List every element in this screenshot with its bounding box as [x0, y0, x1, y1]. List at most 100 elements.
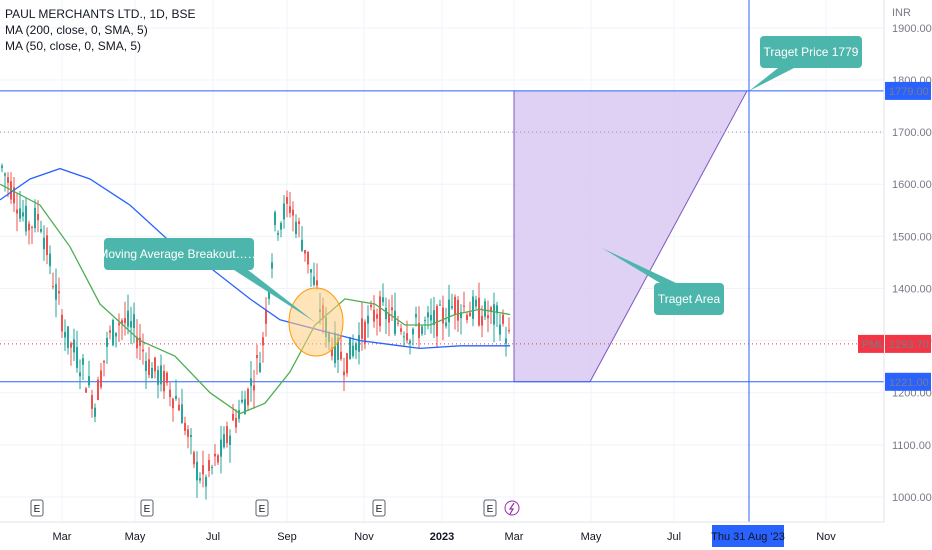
candle-body: [475, 299, 477, 307]
candle-body: [148, 359, 150, 376]
candle-body: [355, 343, 357, 351]
callout-pointer: [602, 248, 676, 283]
ma50-legend: MA (50, close, 0, SMA, 5): [5, 39, 142, 53]
candle-body: [199, 478, 201, 481]
price-axis[interactable]: INR1900.001800.001700.001600.001500.0014…: [858, 0, 932, 550]
candle-body: [175, 395, 177, 399]
candle-body: [274, 212, 276, 226]
candle-body: [397, 322, 399, 324]
candle-body: [502, 314, 504, 324]
candle-body: [361, 318, 363, 339]
candle-body: [469, 312, 471, 317]
candle-body: [238, 410, 240, 419]
candle-body: [31, 227, 33, 229]
candle-body: [400, 328, 402, 332]
candle-body: [253, 385, 255, 391]
target-area-fill: [514, 90, 747, 382]
candle-body: [22, 212, 24, 217]
level-price-tag: [885, 372, 931, 391]
candle-body: [196, 461, 198, 481]
candle-body: [115, 332, 117, 337]
candle-body: [145, 361, 147, 371]
candle-body: [286, 197, 288, 204]
candle-body: [229, 435, 231, 446]
candle-body: [298, 221, 300, 225]
earnings-marker: [140, 499, 154, 517]
candle-body: [7, 177, 9, 183]
candle-body: [247, 388, 249, 406]
price-tick-label: 1600.00: [892, 179, 932, 191]
candle-body: [277, 232, 279, 235]
candle-body: [226, 426, 228, 444]
callout-text: Traget Area: [658, 292, 721, 306]
earnings-marker: [372, 499, 386, 517]
breakout-highlight: [288, 287, 344, 357]
candle-body: [343, 371, 345, 376]
candle-body: [4, 173, 6, 176]
candle-body: [283, 203, 285, 220]
level-price-tag-label: 1779.00: [889, 86, 929, 98]
candle-body: [295, 221, 297, 235]
chart-legend: PAUL MERCHANTS LTD., 1D, BSE MA (200, cl…: [5, 6, 195, 54]
callout-box: [654, 283, 724, 315]
callout-box: [104, 238, 254, 270]
candle-body: [487, 315, 489, 319]
candle-body: [418, 322, 420, 339]
candle-body: [64, 331, 66, 338]
candle-body: [244, 399, 246, 415]
time-tick-label: Sep: [277, 531, 297, 543]
candle-body: [142, 349, 144, 352]
time-tick-label: May: [125, 531, 146, 543]
candle-body: [385, 307, 387, 320]
candle-body: [421, 326, 423, 334]
candle-body: [451, 306, 453, 309]
candle-body: [37, 214, 39, 221]
price-tick-label: 1900.00: [892, 23, 932, 35]
candle-body: [436, 305, 438, 337]
time-axis[interactable]: Mar May Jul Sep Nov 2023 Mar May Jul Nov Thu 31 Au…: [0, 521, 884, 550]
symbol-tag: [858, 334, 884, 353]
candle-body: [154, 357, 156, 372]
candle-body: [172, 398, 174, 409]
candle-body: [40, 229, 42, 232]
candle-body: [409, 340, 411, 344]
candle-body: [187, 429, 189, 437]
earnings-marker-label: E: [34, 504, 41, 515]
candle-body: [130, 321, 132, 328]
candle-body: [316, 280, 318, 286]
candle-body: [91, 395, 93, 409]
candle-body: [484, 301, 486, 317]
candle-body: [76, 347, 78, 368]
time-tick-label: 2023: [430, 531, 454, 543]
candle-body: [373, 309, 375, 322]
candle-body: [58, 291, 60, 294]
candle-body: [280, 222, 282, 230]
candle-body: [181, 404, 183, 424]
time-tick-label: Mar: [53, 531, 72, 543]
candle-body: [346, 353, 348, 374]
candle-body: [97, 379, 99, 401]
earnings-marker-label: E: [259, 504, 266, 515]
earnings-marker: [255, 499, 269, 517]
level-price-tag: [885, 81, 931, 100]
candles: [1, 163, 510, 500]
candle-body: [202, 465, 204, 475]
callout-text: Moving Average Breakout……: [98, 247, 259, 261]
candle-body: [208, 459, 210, 471]
candle-body: [217, 455, 219, 463]
candle-body: [505, 338, 507, 344]
candle-body: [34, 207, 36, 229]
callouts: Traget Price 1779 Moving Average Breakout…: [98, 36, 862, 322]
candle-body: [55, 284, 57, 300]
candle-body: [211, 467, 213, 469]
candle-body: [430, 315, 432, 321]
candle-body: [457, 299, 459, 321]
candle-body: [214, 453, 216, 457]
earnings-marker: [483, 499, 497, 517]
candle-body: [73, 339, 75, 353]
candle-body: [364, 321, 366, 344]
candle-body: [271, 262, 273, 269]
candle-body: [478, 297, 480, 326]
